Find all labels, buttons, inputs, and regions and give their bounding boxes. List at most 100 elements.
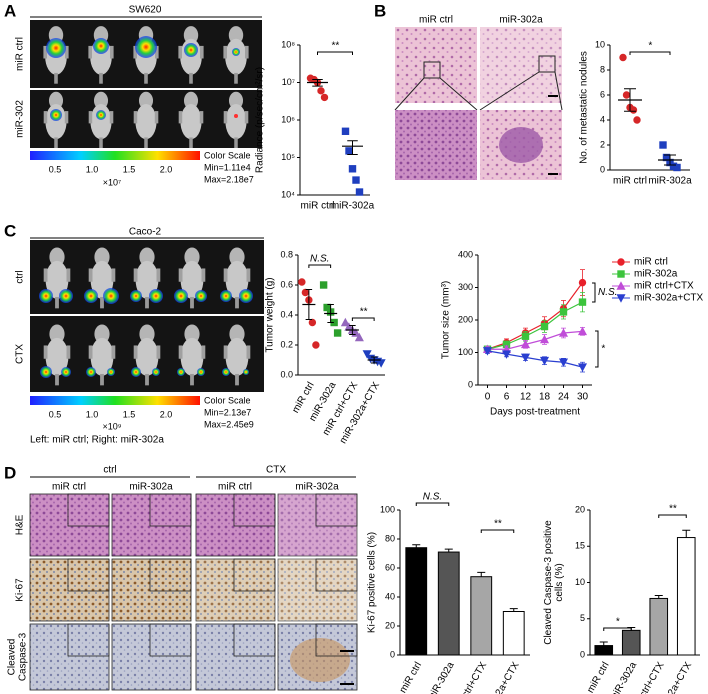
y-tick-label: 20	[575, 504, 585, 514]
color-bar-unit: ×10⁷	[103, 177, 122, 187]
data-point	[633, 116, 641, 124]
x-tick-label: miR ctrl	[613, 176, 647, 187]
bar	[676, 537, 696, 656]
data-point	[622, 91, 631, 99]
data-point	[501, 350, 512, 359]
data-point	[558, 358, 569, 368]
bar	[470, 576, 493, 656]
data-point	[352, 176, 360, 184]
data-point	[578, 278, 587, 287]
histology-image	[394, 27, 563, 180]
x-tick-label: miR-302a	[648, 176, 692, 187]
color-scale-min: Min=1.11e4	[204, 162, 251, 172]
significance-bracket	[592, 282, 596, 303]
significance-bracket	[415, 502, 450, 506]
color-scale-max: Max=2.18e7	[204, 174, 254, 184]
data-point	[539, 334, 550, 344]
significance-bracket	[351, 317, 375, 321]
column-label: miR-302a	[129, 482, 173, 493]
image-title: Caco-2	[129, 227, 162, 238]
significance-label: N.S.	[310, 254, 329, 265]
error-bar	[624, 88, 636, 112]
bar	[437, 551, 460, 656]
column-label: miR-302a	[499, 15, 543, 26]
y-tick-label: 0	[580, 649, 585, 659]
x-tick-label: miR-302a	[425, 660, 456, 694]
error-bar	[654, 595, 663, 599]
row-label: Cleaved	[7, 639, 18, 676]
legend-marker	[616, 281, 626, 290]
y-tick-label: 400	[458, 249, 473, 259]
x-tick-label: 6	[504, 392, 510, 403]
color-bar-tick: 1.0	[86, 164, 99, 174]
legend-label: miR ctrl+CTX	[634, 281, 694, 292]
error-bar	[477, 571, 486, 577]
x-tick-label: 18	[539, 392, 551, 403]
error-bar	[599, 641, 608, 646]
significance-bracket	[595, 330, 599, 368]
significance-label: *	[616, 617, 621, 628]
image-note: Left: miR ctrl; Right: miR-302a	[30, 435, 164, 446]
error-bar	[349, 325, 356, 335]
data-point	[559, 308, 568, 316]
series-line	[487, 282, 583, 350]
y-tick-label: 200	[458, 314, 473, 324]
series-line	[487, 350, 583, 368]
color-scale-max: Max=2.45e9	[204, 419, 254, 429]
y-tick-label: 10⁸	[281, 39, 295, 49]
data-point	[577, 363, 588, 372]
significance-label: **	[494, 519, 503, 530]
data-point	[348, 165, 357, 173]
error-bar	[347, 140, 358, 156]
y-axis-label: Tumor size (mm³)	[441, 281, 452, 360]
color-bar-tick: 2.0	[160, 409, 173, 419]
y-tick-label: 8	[600, 64, 605, 74]
y-tick-label: 0.0	[280, 369, 293, 379]
y-axis-label: Tumor weight (g)	[265, 277, 276, 352]
bar	[405, 547, 428, 656]
row-label: ctrl	[15, 270, 26, 283]
legend-label: miR-302a+CTX	[634, 293, 704, 304]
x-tick-label: miR-302a	[331, 201, 375, 212]
significance-label: N.S.	[598, 287, 617, 298]
y-tick-label: 20	[385, 620, 395, 630]
ihc-image	[29, 493, 358, 691]
y-tick-label: 100	[380, 504, 395, 514]
significance-label: **	[331, 41, 340, 52]
panel-label: B	[374, 1, 386, 20]
x-tick-label: miR ctrl	[301, 201, 335, 212]
legend-marker	[616, 294, 626, 303]
column-label: miR ctrl	[419, 15, 453, 26]
significance-bracket	[658, 514, 687, 518]
data-point	[341, 127, 350, 135]
x-tick-label: 24	[558, 392, 570, 403]
y-tick-label: 300	[458, 282, 473, 292]
data-point	[376, 359, 386, 368]
y-tick-label: 10	[595, 39, 605, 49]
significance-label: **	[359, 307, 368, 318]
bar	[621, 629, 641, 656]
bioluminescence-image	[30, 20, 262, 148]
legend-marker	[617, 270, 625, 278]
significance-label: N.S.	[423, 492, 442, 503]
y-axis-label: Cleaved Caspase-3 positive	[543, 520, 554, 645]
x-tick-label: 30	[577, 392, 589, 403]
data-point	[333, 329, 342, 337]
data-point	[308, 318, 317, 327]
data-point	[659, 141, 667, 149]
data-point	[520, 353, 531, 363]
color-scale-title: Color Scale	[204, 150, 251, 160]
column-label: miR ctrl	[52, 482, 86, 493]
y-tick-label: 60	[385, 562, 395, 572]
data-point	[362, 350, 372, 359]
y-tick-label: 0	[600, 164, 605, 174]
data-point	[558, 328, 569, 337]
error-bar	[682, 529, 691, 538]
group-label: CTX	[266, 465, 286, 476]
color-bar-unit: ×10⁹	[102, 421, 121, 431]
y-tick-label: 80	[385, 533, 395, 543]
data-point	[345, 147, 353, 155]
color-bar-tick: 1.5	[123, 409, 136, 419]
row-label: H&E	[15, 514, 26, 535]
legend-label: miR-302a	[634, 269, 678, 280]
